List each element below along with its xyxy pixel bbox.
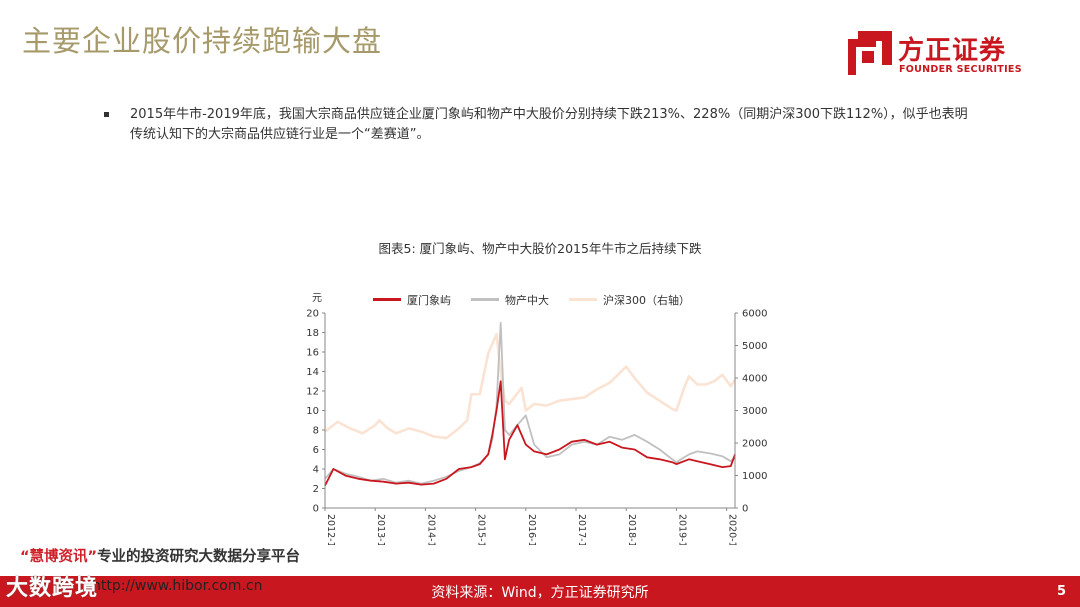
- stock-price-chart: 元 0 2 4 6 8 10 12 14 16 18 20 0 1000 2000 3000 4000 5000 6…: [306, 293, 767, 545]
- watermark-slogan: “慧博资讯”专业的投资研究大数据分享平台: [20, 545, 300, 566]
- watermark-brand: 慧博资讯: [29, 549, 88, 565]
- legend-label-hs300: 沪深300（右轴）: [603, 294, 690, 307]
- left-axis-tick-label: 20: [306, 309, 319, 320]
- x-axis-tick-label: 2012-1: [325, 514, 336, 545]
- left-axis-tick-label: 6: [313, 445, 319, 456]
- legend-item-xiamen: 厦门象屿: [373, 292, 451, 308]
- right-axis-tick-label: 5000: [742, 341, 767, 352]
- left-axis-tick-label: 4: [313, 465, 319, 476]
- series-line-xiamen: [324, 380, 736, 487]
- left-axis-tick-label: 18: [306, 328, 319, 339]
- x-axis-tick-label: 2017-1: [576, 514, 587, 545]
- footer-bar: [0, 576, 1080, 607]
- legend-label-wuchan: 物产中大: [505, 294, 549, 307]
- founder-logo: 方正证券 FOUNDER SECURITIES: [848, 28, 1030, 78]
- right-axis-tick-label: 2000: [742, 439, 767, 450]
- x-axis-tick-label: 2014-1: [425, 514, 436, 545]
- legend-item-wuchan: 物产中大: [471, 292, 549, 308]
- watermark-corner-text: 大数跨境: [6, 576, 99, 601]
- watermark-slogan-text: 专业的投资研究大数据分享平台: [97, 549, 301, 565]
- watermark-quote-close: ”: [87, 549, 98, 565]
- series-line-wuchan: [324, 321, 736, 485]
- legend-swatch-hs300: [569, 297, 597, 301]
- left-axis-tick-label: 8: [313, 426, 319, 437]
- left-axis-tick-label: 12: [306, 387, 319, 398]
- x-axis-tick-label: 2016-1: [526, 514, 537, 545]
- x-axis-tick-label: 2018-1: [626, 514, 637, 545]
- legend-item-hs300: 沪深300（右轴）: [569, 292, 690, 308]
- x-axis-tick-label: 2020-1: [727, 514, 738, 545]
- watermark-quote-open: “: [20, 549, 30, 565]
- right-axis-tick-label: 6000: [742, 309, 767, 320]
- legend-swatch-wuchan: [471, 297, 499, 301]
- left-axis-tick-label: 0: [313, 504, 319, 515]
- x-axis-tick-label: 2019-1: [676, 514, 687, 545]
- left-axis-tick-label: 10: [306, 406, 319, 417]
- left-axis-tick-label: 2: [313, 484, 319, 495]
- logo-english-text: FOUNDER SECURITIES: [899, 64, 1022, 75]
- bullet-text: 2015年牛市-2019年底，我国大宗商品供应链企业厦门象屿和物产中大股价分别持…: [130, 107, 968, 142]
- legend-swatch-xiamen: [373, 297, 401, 301]
- series-line-hs300: [324, 332, 737, 440]
- x-axis-tick-label: 2015-1: [476, 514, 487, 545]
- page-number: 5: [1056, 584, 1066, 599]
- slide-title: 主要企业股价持续跑输大盘: [22, 24, 383, 58]
- legend-label-xiamen: 厦门象屿: [407, 294, 451, 307]
- left-axis-tick-label: 14: [306, 367, 319, 378]
- right-axis-tick-label: 1000: [742, 471, 767, 482]
- right-axis-tick-label: 0: [742, 504, 748, 515]
- left-axis-unit: 元: [312, 293, 322, 304]
- chart-caption: 图表5: 厦门象屿、物产中大股价2015年牛市之后持续下跌: [378, 241, 702, 256]
- left-axis-tick-label: 16: [306, 348, 319, 359]
- x-axis-tick-label: 2013-1: [375, 514, 386, 545]
- right-axis-tick-label: 3000: [742, 406, 767, 417]
- right-axis-tick-label: 4000: [742, 374, 767, 385]
- watermark-url[interactable]: http://www.hibor.com.cn: [92, 578, 263, 594]
- bullet-marker: [104, 112, 109, 117]
- source-note: 资料来源：Wind，方正证券研究所: [431, 585, 649, 601]
- founder-logo-icon: [848, 31, 892, 75]
- logo-chinese-text: 方正证券: [898, 36, 1007, 66]
